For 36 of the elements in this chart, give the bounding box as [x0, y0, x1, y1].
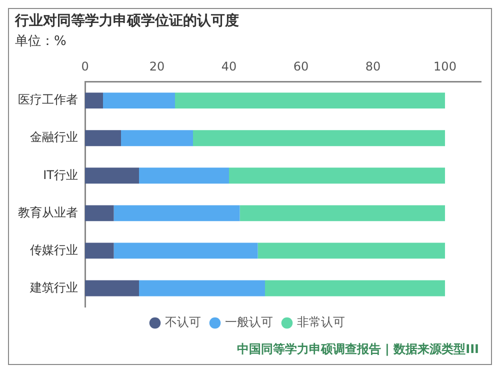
bar	[85, 205, 114, 222]
x-tick-label: 100	[434, 60, 456, 74]
bar	[85, 280, 139, 296]
text: 中国同等学力申硕调查报告 | 数据来源类型III	[236, 341, 480, 358]
bar	[85, 242, 114, 259]
x-tick-label: 60	[293, 60, 309, 74]
bar	[193, 130, 445, 146]
bar	[85, 92, 103, 109]
bar	[114, 205, 240, 222]
bar	[175, 92, 445, 109]
legend-label: 非常认可	[297, 315, 345, 330]
x-tick-label: 40	[221, 60, 237, 74]
bar	[139, 280, 265, 296]
bar	[85, 130, 121, 146]
bar	[265, 280, 445, 296]
chart-title: 行业对同等学力申硕学位证的认可度	[14, 12, 239, 30]
bar	[139, 168, 229, 184]
bar	[240, 205, 445, 222]
x-tick-label: 80	[365, 60, 381, 74]
legend-label: 一般认可	[225, 315, 273, 330]
y-tick-label: 教育从业者	[18, 205, 78, 220]
x-tick-label: 0	[81, 60, 89, 74]
bar	[258, 242, 445, 259]
y-tick-label: 传媒行业	[30, 242, 78, 257]
y-tick-label: 建筑行业	[29, 280, 78, 294]
x-tick-label: 20	[149, 60, 165, 74]
bar	[103, 92, 175, 109]
bar	[114, 242, 258, 259]
bar	[85, 168, 139, 184]
chart-subtitle: 单位：%	[15, 34, 66, 49]
bar	[121, 130, 193, 146]
y-tick-label: 医疗工作者	[18, 92, 78, 107]
legend-label: 不认可	[165, 315, 201, 330]
bar	[229, 168, 445, 184]
y-tick-label: 金融行业	[30, 130, 78, 144]
y-tick-label: IT行业	[43, 168, 78, 182]
